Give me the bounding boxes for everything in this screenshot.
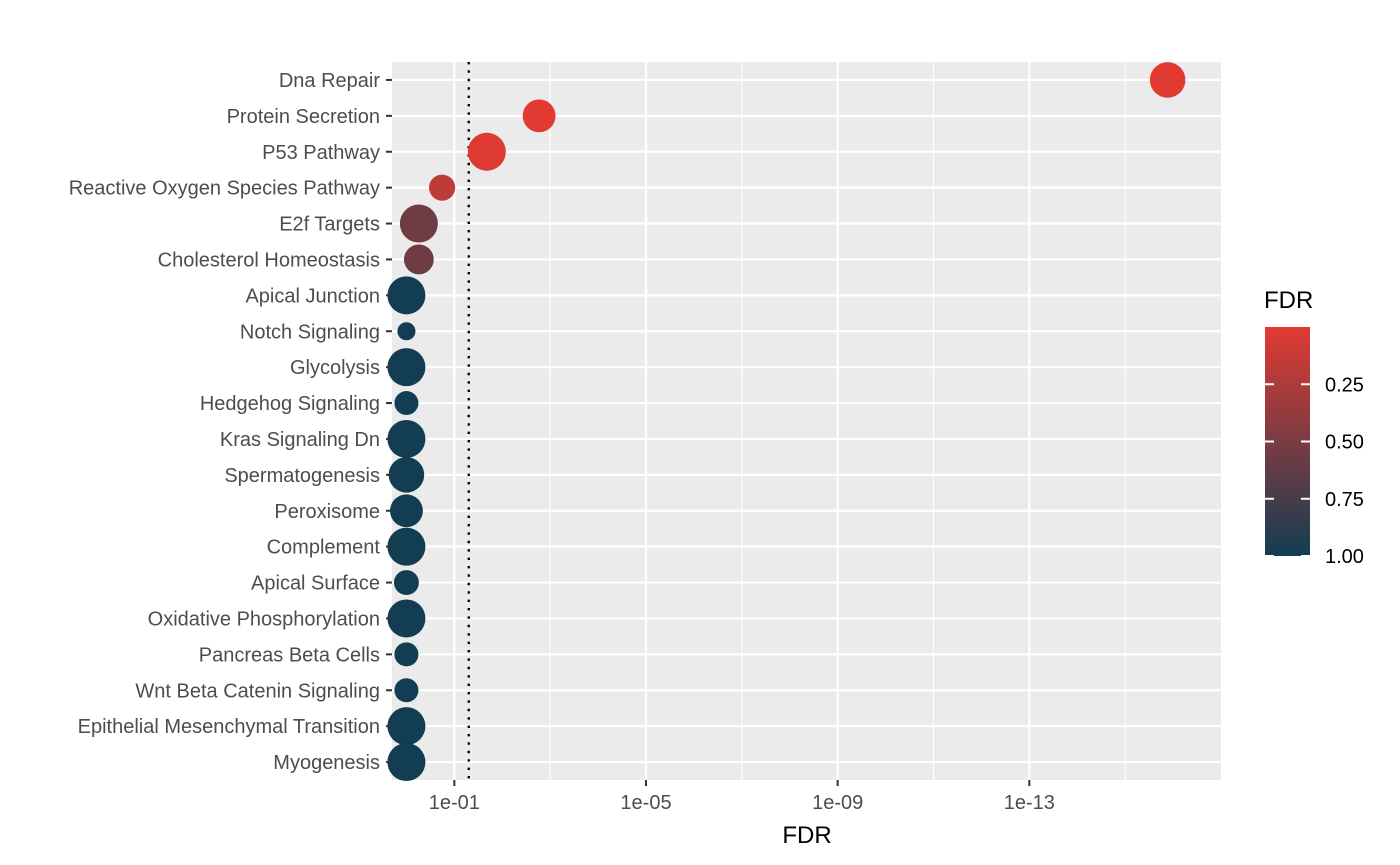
data-point — [467, 132, 506, 171]
y-tick-label: Cholesterol Homeostasis — [158, 249, 380, 271]
data-point — [387, 348, 426, 387]
data-point — [394, 391, 419, 416]
y-axis: Dna Repair Protein Secretion P53 Pathway Re… — [69, 70, 392, 774]
y-tick-label: Notch Signaling — [240, 321, 380, 343]
data-points — [387, 62, 1186, 782]
y-tick-label: Kras Signaling Dn — [220, 429, 380, 451]
y-tick-label: Apical Surface — [251, 573, 380, 595]
y-tick-label: Complement — [267, 537, 381, 559]
x-axis: 1e-01 1e-05 1e-09 1e-13 — [429, 780, 1055, 814]
y-tick-label: Apical Junction — [245, 285, 380, 307]
y-tick-label: E2f Targets — [279, 214, 380, 236]
x-tick-label: 1e-09 — [812, 792, 863, 814]
y-tick-label: Hedgehog Signaling — [200, 393, 380, 415]
data-point — [387, 527, 426, 566]
y-tick-label: Pancreas Beta Cells — [199, 644, 380, 666]
y-tick-label: Peroxisome — [274, 501, 380, 523]
data-point — [388, 457, 425, 493]
legend-tick-label: 0.25 — [1325, 374, 1364, 396]
y-tick-label: Myogenesis — [273, 752, 380, 774]
data-point — [387, 707, 426, 746]
x-tick-label: 1e-01 — [429, 792, 480, 814]
y-tick-label: Protein Secretion — [227, 106, 380, 128]
data-point — [387, 419, 426, 458]
color-legend: FDR 0.25 0.50 0.75 1.00 — [1264, 287, 1364, 568]
data-point — [387, 743, 426, 782]
y-tick-label: Dna Repair — [279, 70, 381, 92]
y-tick-label: Epithelial Mesenchymal Transition — [78, 716, 380, 738]
y-tick-label: Oxidative Phosphorylation — [148, 608, 380, 630]
data-point — [389, 494, 423, 528]
data-point — [1149, 62, 1186, 98]
y-tick-label: Wnt Beta Catenin Signaling — [135, 680, 380, 702]
data-point — [387, 599, 426, 638]
data-point — [522, 99, 556, 133]
legend-title: FDR — [1264, 287, 1313, 314]
y-tick-label: P53 Pathway — [262, 142, 380, 164]
data-point — [393, 570, 419, 596]
data-point — [387, 276, 426, 315]
y-tick-label: Glycolysis — [290, 357, 380, 379]
plot-panel — [392, 62, 1221, 780]
legend-tick-label: 0.75 — [1325, 489, 1364, 511]
data-point — [429, 174, 456, 201]
x-axis-title: FDR — [782, 822, 831, 849]
data-point — [394, 642, 419, 667]
legend-tick-label: 0.50 — [1325, 432, 1364, 454]
data-point — [399, 204, 438, 243]
grid-lines — [392, 62, 1221, 780]
data-point — [397, 322, 416, 341]
x-tick-label: 1e-05 — [620, 792, 671, 814]
legend-tick-label: 1.00 — [1325, 546, 1364, 568]
data-point — [403, 244, 434, 275]
data-point — [394, 678, 419, 703]
legend-ticks: 0.25 0.50 0.75 1.00 — [1265, 374, 1364, 568]
y-tick-label: Spermatogenesis — [224, 465, 380, 487]
y-tick-label: Reactive Oxygen Species Pathway — [69, 178, 380, 200]
x-tick-label: 1e-13 — [1004, 792, 1055, 814]
